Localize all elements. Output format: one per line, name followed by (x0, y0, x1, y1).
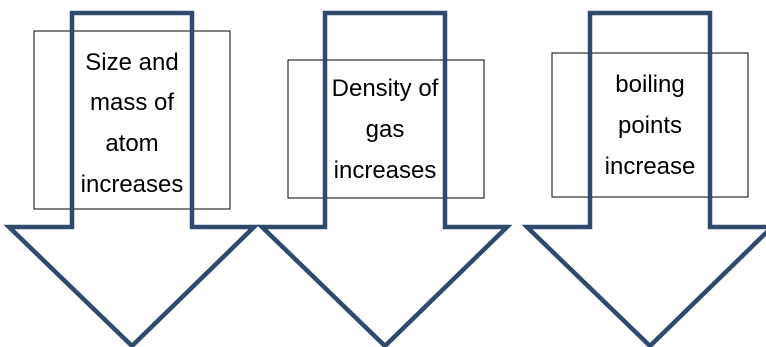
trend-arrow-boiling-points: boiling points increase (521, 10, 766, 347)
down-arrow-icon (3, 10, 260, 347)
down-arrow-icon (521, 10, 766, 347)
arrow-label-line: increases (81, 171, 184, 198)
label-box (33, 30, 231, 210)
arrow-label-line: boiling (615, 71, 684, 98)
label-box (551, 52, 749, 198)
arrow-label-line: increases (334, 157, 437, 184)
trend-arrow-density: Density of gas increases (256, 10, 513, 347)
label-box (287, 59, 485, 199)
trend-arrow-size-mass: Size and mass of atom increases (3, 10, 260, 347)
arrow-label-line: increase (605, 153, 696, 180)
arrow-label-line: Density of (332, 75, 439, 102)
arrow-label-line: points (618, 112, 682, 139)
arrow-label-line: mass of (90, 89, 174, 116)
arrow-label-line: gas (366, 116, 405, 143)
arrow-label-line: Size and (85, 49, 178, 76)
down-arrow-icon (256, 10, 513, 347)
arrow-label-line: atom (105, 130, 158, 157)
